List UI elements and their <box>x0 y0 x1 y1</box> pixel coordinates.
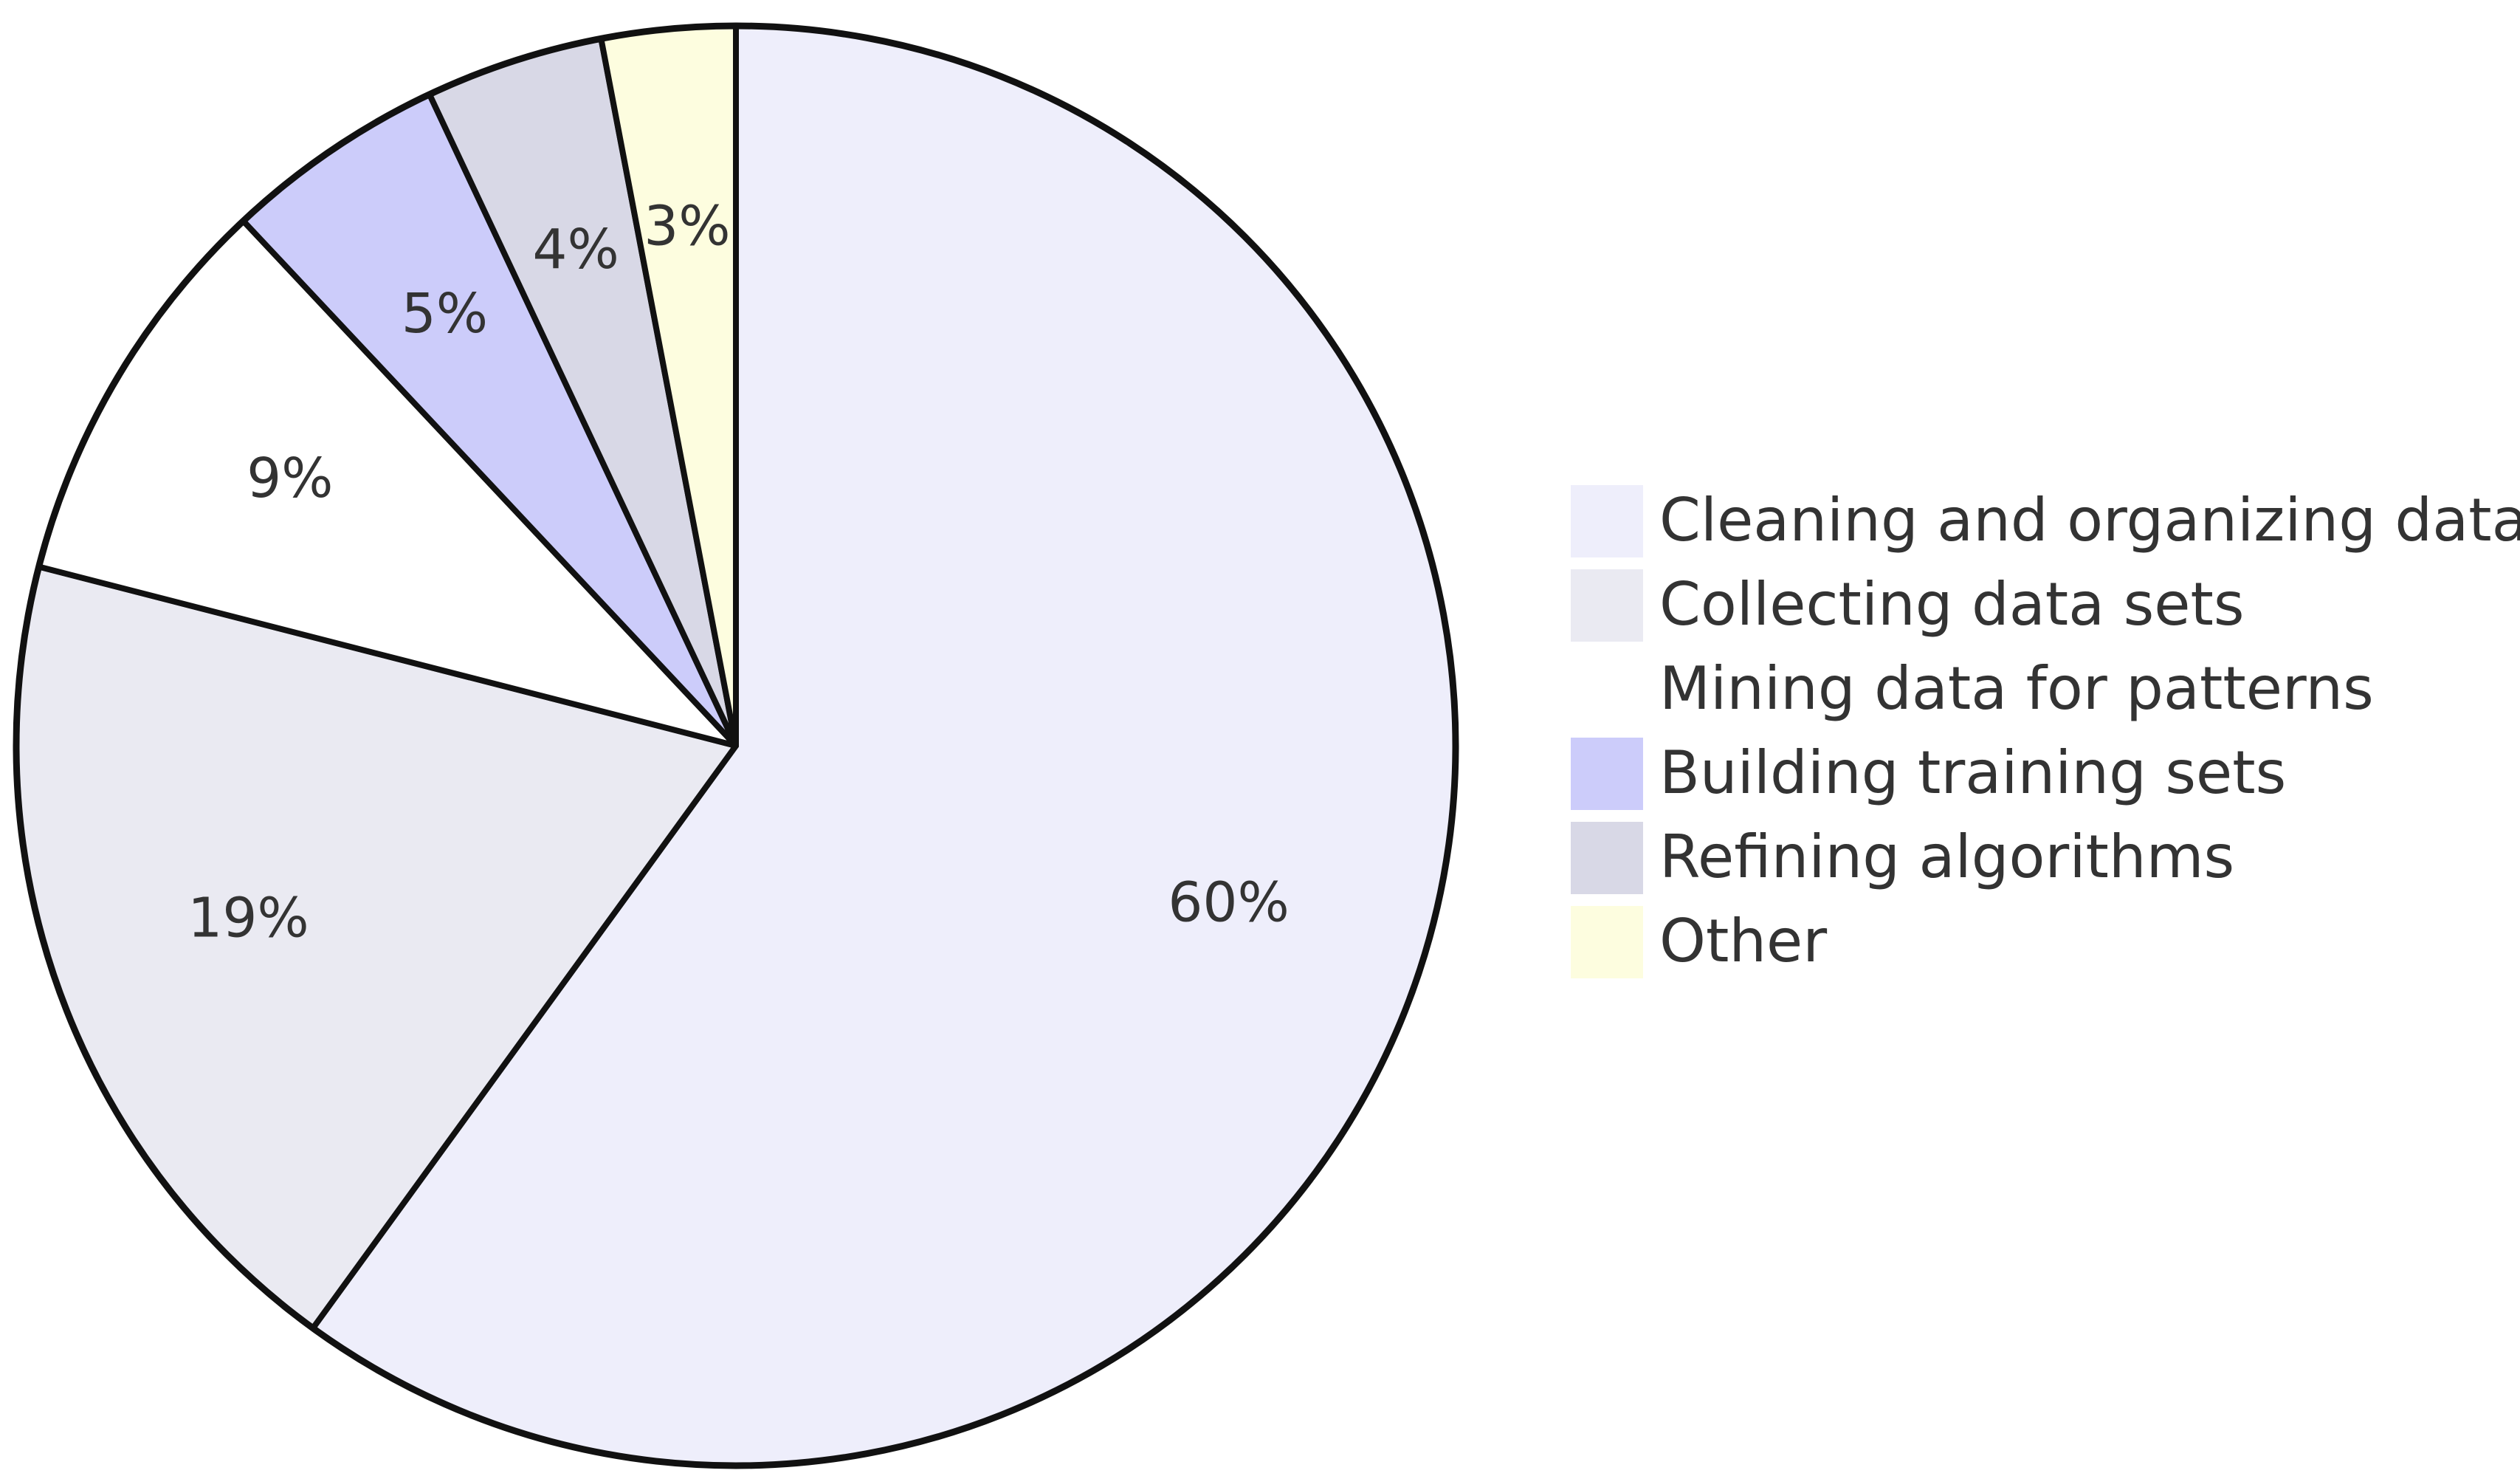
legend-swatch-3 <box>1571 738 1643 810</box>
slice-label-4: 4% <box>532 218 619 281</box>
slice-label-2: 9% <box>247 447 333 510</box>
slice-label-0: 60% <box>1168 871 1289 934</box>
legend: Cleaning and organizing data Collecting d… <box>1571 485 2520 978</box>
legend-swatch-4 <box>1571 822 1643 894</box>
pie-slices <box>13 23 1459 1469</box>
legend-swatch-2 <box>1571 653 1643 726</box>
legend-label-0: Cleaning and organizing data <box>1659 486 2520 555</box>
slice-label-5: 3% <box>644 195 730 258</box>
slice-label-3: 5% <box>402 282 488 346</box>
legend-label-1: Collecting data sets <box>1659 570 2245 639</box>
pie-outline <box>13 22 1459 1469</box>
slice-label-1: 19% <box>187 886 309 950</box>
legend-label-4: Refining algorithms <box>1659 823 2234 891</box>
legend-label-5: Other <box>1659 907 1827 975</box>
legend-label-3: Building training sets <box>1659 738 2286 807</box>
legend-label-2: Mining data for patterns <box>1659 654 2374 723</box>
legend-swatch-5 <box>1571 906 1643 978</box>
slice-labels: 60% 19% 9% 5% 4% 3% <box>187 195 1290 950</box>
legend-swatch-0 <box>1571 485 1643 557</box>
legend-swatch-1 <box>1571 569 1643 642</box>
